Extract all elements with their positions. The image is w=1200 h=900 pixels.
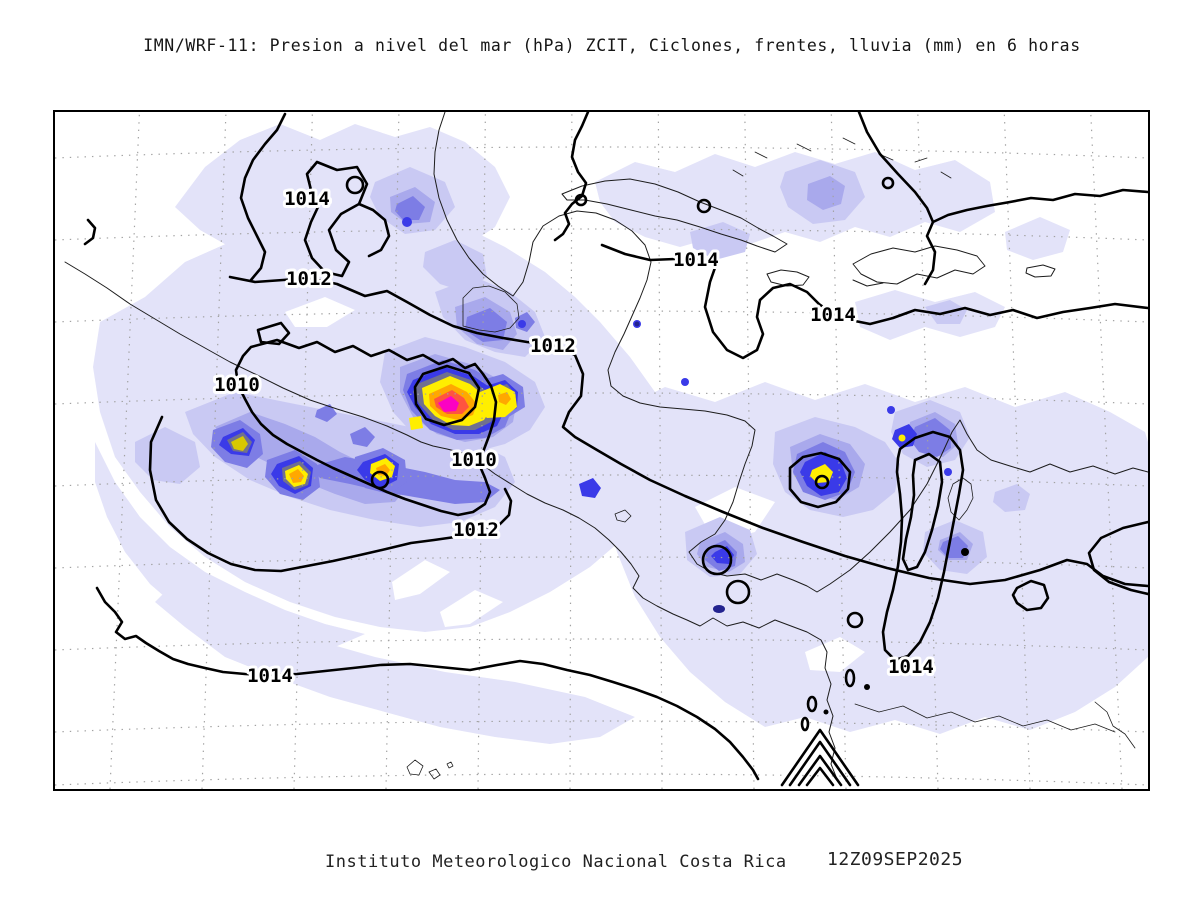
map-title: IMN/WRF-11: Presion a nivel del mar (hPa… <box>143 36 1081 55</box>
isobar-label-1014: 1014 <box>888 656 934 678</box>
rain-layer-10-magenta <box>438 396 459 412</box>
isobar-label-1014: 1014 <box>284 188 330 210</box>
isobar-label-1010: 1010 <box>214 374 260 396</box>
map-frame: 1014 1012 1014 1014 1012 1010 1010 1012 1014 1014 <box>53 110 1150 791</box>
isobar-label-1012: 1012 <box>286 268 332 290</box>
isobar-contours <box>83 112 1148 787</box>
rain-dark-dots <box>634 321 725 613</box>
rain-olive-core <box>231 436 248 451</box>
isobar-label-1012: 1012 <box>530 335 576 357</box>
footer-valid-time: 12Z09SEP2025 <box>827 849 964 870</box>
isobar-label-1010: 1010 <box>451 449 497 471</box>
isobar-labels: 1014 1012 1014 1014 1012 1010 1010 1012 1014 1014 <box>211 185 937 690</box>
isobar-label-1014: 1014 <box>673 249 719 271</box>
isobar-label-1014: 1014 <box>247 665 293 687</box>
footer-institution: Instituto Meteorologico Nacional Costa R… <box>325 852 787 872</box>
isobar-label-1012: 1012 <box>453 519 499 541</box>
isobar-label-1014: 1014 <box>810 304 856 326</box>
weather-map-canvas: 1014 1012 1014 1014 1012 1010 1010 1012 1014 1014 <box>55 112 1148 789</box>
